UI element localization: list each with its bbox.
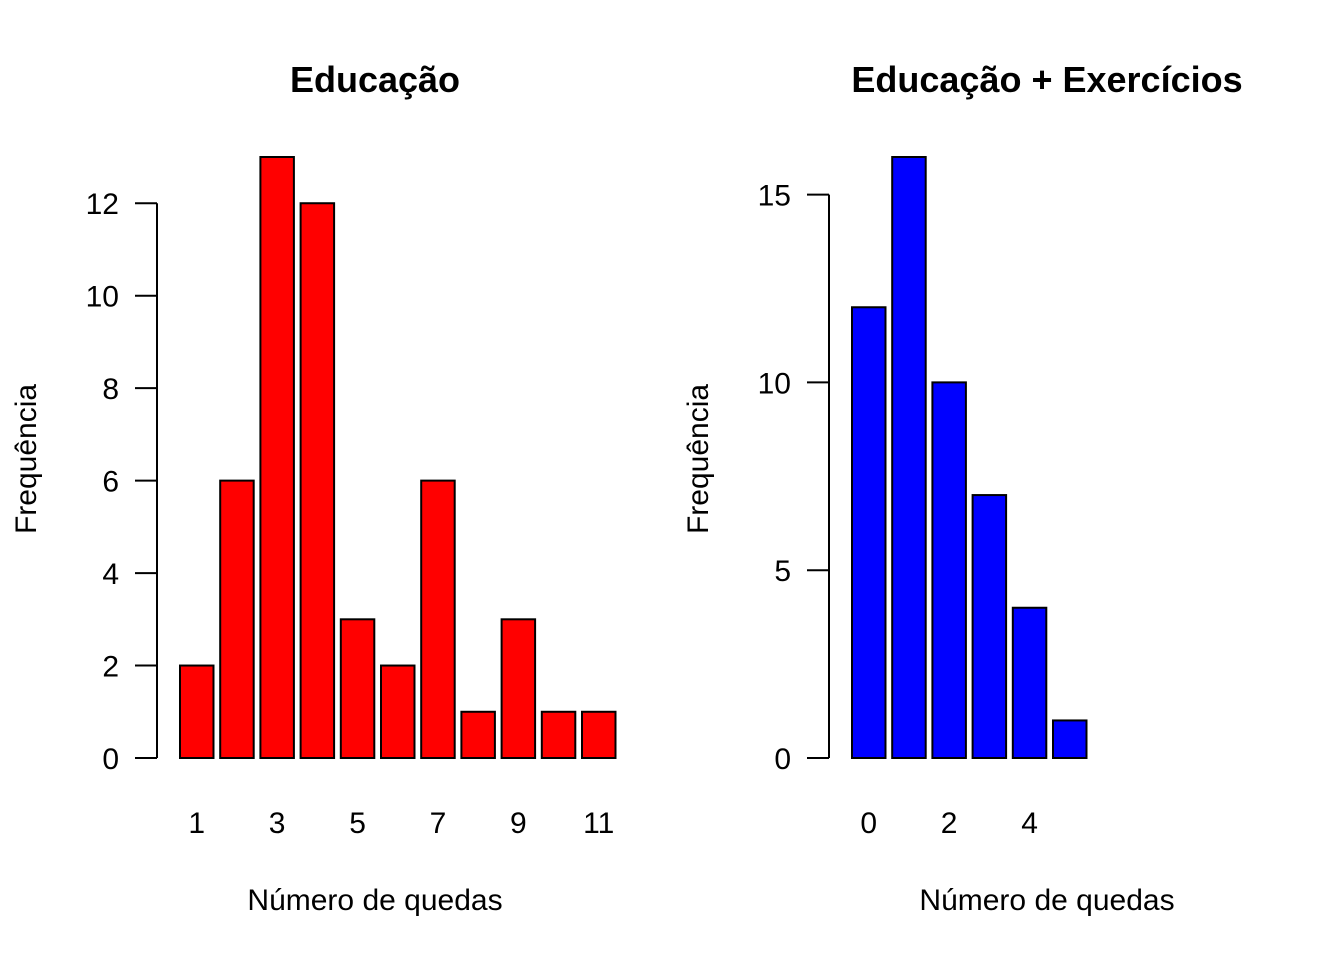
x-axis-label: Número de quedas bbox=[919, 884, 1174, 917]
bar-5 bbox=[339, 618, 376, 759]
bar-8 bbox=[460, 710, 496, 759]
bar-11 bbox=[581, 710, 617, 759]
x-tick-label: 2 bbox=[941, 807, 958, 840]
bar-4 bbox=[1011, 606, 1048, 759]
x-tick-label: 0 bbox=[860, 807, 877, 840]
bars bbox=[179, 156, 617, 759]
bar-10 bbox=[540, 710, 577, 759]
x-tick-label: 3 bbox=[269, 807, 286, 840]
chart-panel-educacao: Educação Número de quedas Frequência 0 2 4… bbox=[10, 59, 617, 917]
x-axis-ticks: 0 2 4 bbox=[860, 807, 1037, 840]
bars bbox=[851, 156, 1088, 759]
y-tick-label: 4 bbox=[102, 558, 119, 591]
y-tick-label: 15 bbox=[758, 180, 791, 213]
bar-1 bbox=[891, 156, 927, 759]
y-axis-label: Frequência bbox=[682, 384, 715, 534]
chart-panel-educacao-exercicios: Educação + Exercícios Número de quedas F… bbox=[682, 59, 1243, 917]
x-tick-label: 9 bbox=[510, 807, 527, 840]
y-tick-label: 0 bbox=[774, 743, 791, 776]
bar-2 bbox=[219, 479, 255, 759]
y-tick-label: 0 bbox=[102, 743, 119, 776]
y-tick-label: 2 bbox=[102, 651, 119, 684]
x-tick-label: 5 bbox=[349, 807, 366, 840]
bar-4 bbox=[299, 202, 336, 759]
bar-6 bbox=[380, 664, 416, 759]
bar-2 bbox=[931, 381, 967, 759]
x-tick-label: 1 bbox=[188, 807, 205, 840]
y-axis-label: Frequência bbox=[10, 384, 43, 534]
y-tick-label: 8 bbox=[102, 373, 119, 406]
bar-7 bbox=[420, 479, 456, 759]
bar-1 bbox=[179, 664, 215, 759]
x-tick-label: 4 bbox=[1021, 807, 1038, 840]
y-axis: 0 2 4 6 8 10 12 bbox=[86, 188, 158, 776]
x-tick-label: 7 bbox=[430, 807, 447, 840]
y-tick-label: 10 bbox=[758, 367, 791, 400]
y-tick-label: 5 bbox=[774, 555, 791, 588]
x-axis-ticks: 1 3 5 7 9 11 bbox=[188, 807, 614, 840]
bar-0 bbox=[851, 306, 887, 759]
y-tick-label: 12 bbox=[86, 188, 119, 221]
y-tick-label: 10 bbox=[86, 281, 119, 314]
bar-9 bbox=[500, 618, 537, 759]
bar-3 bbox=[259, 156, 295, 759]
y-axis: 0 5 10 15 bbox=[758, 180, 830, 776]
bar-5 bbox=[1052, 719, 1088, 759]
x-axis-label: Número de quedas bbox=[247, 884, 502, 917]
chart-title: Educação + Exercícios bbox=[851, 59, 1242, 100]
bar-3 bbox=[971, 494, 1008, 759]
x-tick-label: 11 bbox=[583, 807, 614, 840]
chart-title: Educação bbox=[290, 59, 460, 100]
y-tick-label: 6 bbox=[102, 466, 119, 499]
